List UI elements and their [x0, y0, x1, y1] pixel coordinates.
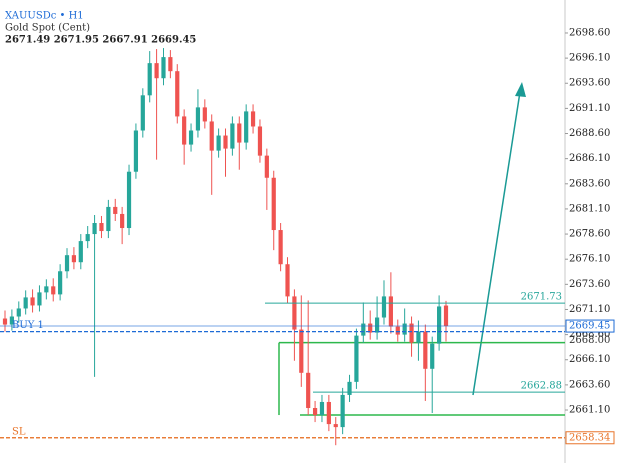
candle-body [202, 107, 207, 122]
candle-body [354, 335, 359, 382]
candle-body [140, 95, 145, 131]
axis-label: 2658.34 [569, 432, 610, 443]
candle-body [9, 316, 14, 325]
candle-body [30, 297, 35, 306]
candle-body [51, 286, 56, 295]
candle-body [278, 230, 283, 265]
y-tick-label: 2671.10 [569, 304, 610, 315]
candle-body [326, 401, 331, 425]
candle-body [154, 63, 159, 79]
candle-body [312, 408, 318, 416]
candle-body [306, 372, 311, 409]
candle-body [244, 111, 249, 143]
candle-body [437, 306, 442, 344]
candle-body [250, 111, 256, 127]
candle-body [230, 123, 235, 149]
candle-body [99, 223, 104, 232]
candle-body [168, 57, 173, 72]
candle-body [120, 213, 125, 229]
candle-body [443, 305, 449, 327]
axis-label-box [565, 431, 615, 445]
candle-body [175, 71, 180, 117]
candle-body [195, 107, 201, 131]
candle-body [292, 296, 297, 330]
candle-body [44, 286, 49, 293]
y-tick-label: 2666.10 [569, 354, 610, 365]
candle-body [126, 171, 132, 229]
y-tick-label: 2678.60 [569, 229, 610, 240]
candle-body [361, 323, 366, 336]
candle-body [92, 223, 97, 235]
candle-body [209, 121, 214, 151]
candle-body [58, 271, 63, 295]
axis-label-box [565, 319, 615, 333]
candle-body [430, 343, 435, 369]
candle-body [2, 318, 8, 325]
y-tick-label: 2673.60 [569, 279, 610, 290]
candle-body [271, 177, 276, 231]
level-label: 2662.88 [521, 381, 562, 392]
candle-body [223, 135, 228, 149]
y-tick-label: 2698.60 [569, 27, 610, 38]
candle-body [257, 126, 263, 156]
y-tick-label: 2681.10 [569, 203, 610, 214]
candle-body [216, 135, 221, 151]
candle-body [64, 255, 70, 272]
candle-body [113, 206, 118, 214]
candle-body [161, 57, 166, 79]
candle-body [37, 292, 42, 306]
y-tick-label: 2688.60 [569, 128, 610, 139]
y-tick-label: 2686.10 [569, 153, 610, 164]
candle-body [71, 255, 77, 263]
candle-body [333, 424, 338, 428]
candle-body [340, 394, 345, 428]
y-tick-label: 2676.10 [569, 254, 610, 265]
candle-body [388, 296, 393, 327]
y-tick-label: 2663.60 [569, 379, 610, 390]
y-tick-label: 2691.10 [569, 103, 610, 114]
candle-body [85, 234, 90, 242]
candle-body [78, 241, 83, 263]
candle-body [423, 331, 428, 369]
candle-body [381, 296, 387, 318]
y-tick-label: 2683.60 [569, 178, 610, 189]
candle-body [347, 381, 352, 395]
y-tick-label: 2693.60 [569, 78, 610, 89]
candle-body [23, 297, 28, 309]
candle-body [106, 206, 111, 232]
candle-body [237, 123, 242, 143]
arrow-head [515, 82, 526, 97]
level-name: BUY 1 [12, 320, 44, 331]
candle-body [395, 326, 400, 335]
candle-body [188, 130, 194, 145]
y-tick-label: 2696.10 [569, 53, 610, 64]
symbol: XAUUSDc • H1 [5, 11, 84, 22]
axis-label: 2669.45 [569, 321, 610, 332]
axis-label: 2668.00 [569, 335, 610, 346]
candle-body [147, 63, 152, 96]
candle-body [402, 323, 407, 335]
candle-body [374, 317, 380, 333]
y-tick-label: 2668.60 [569, 329, 610, 340]
level-label: 2671.73 [521, 292, 562, 303]
candle-body [182, 116, 187, 145]
y-tick-label: 2661.10 [569, 405, 610, 416]
level-name: SL [12, 426, 26, 437]
candle-body [264, 155, 269, 178]
candle-body [299, 329, 304, 373]
candle-body [133, 130, 139, 172]
candle-body [285, 264, 290, 297]
subtitle: Gold Spot (Cent) [5, 23, 90, 34]
candle-body [409, 323, 414, 343]
candle-body [368, 323, 373, 333]
candle-body [319, 401, 325, 416]
candle-body [416, 331, 421, 343]
ohlc-label: 2671.49 2671.95 2667.91 2669.45 [5, 35, 196, 46]
arrow [472, 91, 521, 396]
candle-body [16, 308, 21, 317]
